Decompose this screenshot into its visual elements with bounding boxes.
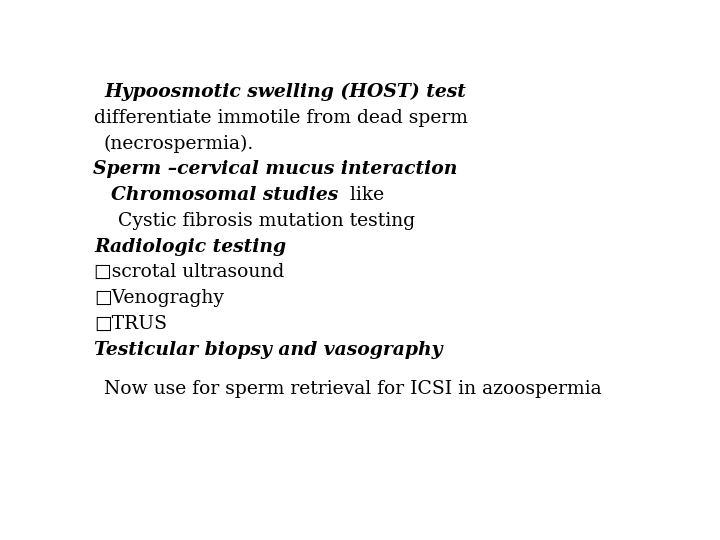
Text: □TRUS: □TRUS bbox=[94, 315, 168, 333]
Text: Radiologic testing: Radiologic testing bbox=[94, 238, 287, 255]
Text: Testicular biopsy and vasography: Testicular biopsy and vasography bbox=[94, 341, 443, 359]
Text: Cystic fibrosis mutation testing: Cystic fibrosis mutation testing bbox=[118, 212, 415, 230]
Text: □scrotal ultrasound: □scrotal ultrasound bbox=[94, 264, 284, 281]
Text: Hypoosmotic swelling (HOST) test: Hypoosmotic swelling (HOST) test bbox=[104, 83, 466, 101]
Text: Now use for sperm retrieval for ICSI in azoospermia: Now use for sperm retrieval for ICSI in … bbox=[104, 380, 602, 398]
Text: □Venograghy: □Venograghy bbox=[94, 289, 225, 307]
Text: Sperm –cervical mucus interaction: Sperm –cervical mucus interaction bbox=[93, 160, 457, 178]
Text: Chromosomal studies: Chromosomal studies bbox=[111, 186, 338, 204]
Text: differentiate immotile from dead sperm: differentiate immotile from dead sperm bbox=[94, 109, 468, 126]
Text: like: like bbox=[338, 186, 384, 204]
Text: (necrospermia).: (necrospermia). bbox=[104, 134, 254, 152]
